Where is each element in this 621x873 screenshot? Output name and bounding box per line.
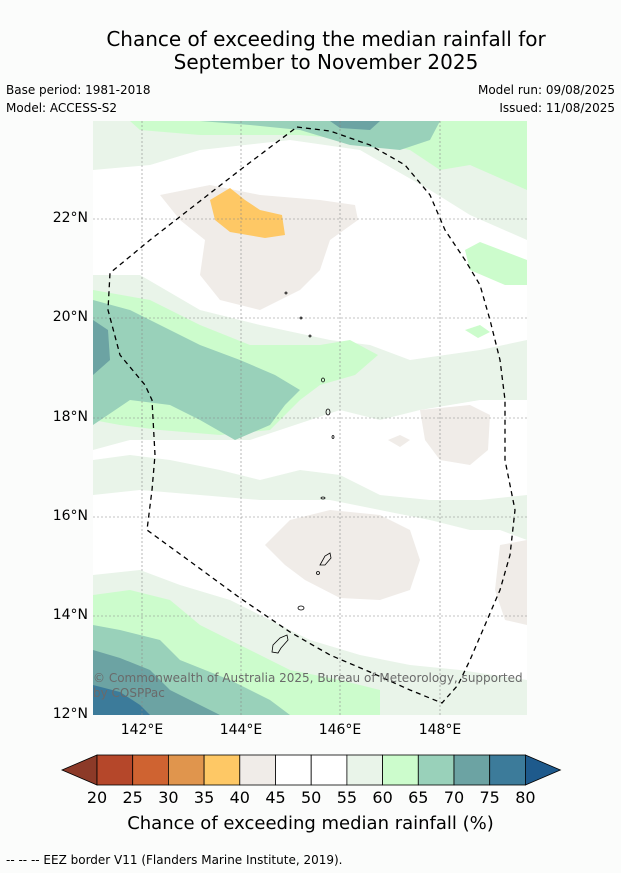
meta-left: Base period: 1981-2018 Model: ACCESS-S2	[6, 81, 151, 117]
model-name: Model: ACCESS-S2	[6, 101, 118, 115]
lon-tick: 142°E	[120, 722, 164, 738]
colorbar-tick: 75	[479, 788, 500, 807]
lat-tick: 18°N	[52, 409, 88, 425]
colorbar-cell	[132, 754, 169, 786]
lat-tick: 16°N	[52, 508, 88, 524]
gridlines	[93, 121, 527, 715]
colorbar-tick: 55	[336, 788, 358, 807]
islands	[271, 291, 335, 654]
colorbar-tick: 45	[265, 788, 286, 807]
lon-tick: 144°E	[219, 722, 263, 738]
lat-tick: 20°N	[52, 309, 88, 325]
colorbar-tick: 50	[301, 788, 322, 807]
contour-40-45-north	[160, 185, 358, 310]
contour-40-45-east-small	[388, 435, 410, 447]
colorbar-tick: 80	[515, 788, 536, 807]
lat-tick: 12°N	[52, 706, 88, 722]
colorbar-extend-low	[60, 754, 98, 786]
colorbar-cell	[275, 754, 312, 786]
colorbar-cell	[382, 754, 419, 786]
contour-65-70-north	[200, 121, 440, 150]
colorbar-tick: 35	[193, 788, 215, 807]
colorbar-cell	[453, 754, 491, 786]
colorbar-cell	[167, 754, 205, 786]
title-line-1: Chance of exceeding the median rainfall …	[106, 27, 546, 51]
colorbar-tick: 60	[372, 788, 393, 807]
contour-60-65-east-small	[465, 325, 490, 338]
issued-date: Issued: 11/08/2025	[499, 101, 615, 115]
contour-55-60-south-mid	[93, 455, 527, 540]
map-title: Chance of exceeding the median rainfall …	[0, 28, 621, 74]
colorbar-cell	[489, 754, 526, 786]
lon-tick: 146°E	[318, 722, 362, 738]
colorbar-tick: 30	[158, 788, 179, 807]
contour-40-45-southeast	[495, 540, 527, 625]
eez-footnote: -- -- -- EEZ border V11 (Flanders Marine…	[6, 853, 343, 867]
eez-border	[107, 126, 516, 704]
colorbar-tick: 40	[229, 788, 250, 807]
colorbar-cell	[239, 754, 276, 786]
title-line-2: September to November 2025	[173, 50, 479, 74]
lat-tick: 14°N	[52, 607, 88, 623]
contour-35-40-north	[210, 188, 285, 238]
colorbar-tick: 65	[408, 788, 429, 807]
lat-tick: 22°N	[52, 210, 88, 226]
colorbar-cell	[203, 754, 241, 786]
contour-60-65-east	[465, 242, 527, 285]
colorbar-label: Chance of exceeding median rainfall (%)	[127, 813, 494, 834]
copyright-notice: © Commonwealth of Australia 2025, Bureau…	[93, 671, 523, 700]
base-period: Base period: 1981-2018	[6, 83, 151, 97]
colorbar-cell	[417, 754, 455, 786]
colorbar-cell	[346, 754, 383, 786]
contour-70-75-north	[330, 121, 380, 130]
colorbar-tick: 20	[86, 788, 108, 807]
contour-65-70-mid	[93, 300, 300, 440]
contour-75-80-south	[93, 685, 150, 715]
colorbar-tick: 25	[122, 788, 143, 807]
contour-40-45-south	[265, 510, 420, 600]
colorbar-cell	[96, 754, 134, 786]
colorbar-tick: 70	[443, 788, 465, 807]
meta-right: Model run: 09/08/2025 Issued: 11/08/2025	[478, 81, 615, 117]
colorbar-cell	[310, 754, 348, 786]
colorbar-extend-high	[525, 754, 562, 786]
model-run: Model run: 09/08/2025	[477, 83, 615, 97]
contour-70-75-mid	[93, 320, 110, 375]
lon-tick: 148°E	[418, 722, 462, 738]
contour-40-45-east	[420, 405, 490, 465]
